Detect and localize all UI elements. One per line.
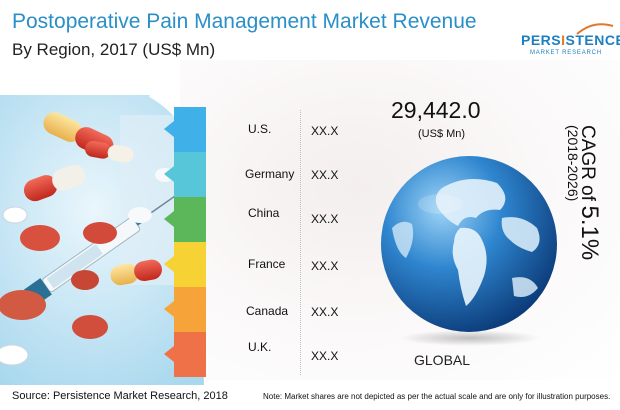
persistence-logo: PERSISTENCE MARKET RESEARCH <box>521 23 620 66</box>
region-value-france: XX.X <box>311 259 339 273</box>
divider-dotted <box>300 110 301 375</box>
segment-germany <box>164 152 206 197</box>
logo-word-highlight: I <box>561 32 566 48</box>
note-text: Note: Market shares are not depicted as … <box>263 392 611 401</box>
region-value-china: XX.X <box>311 212 339 226</box>
pointer-tick <box>164 301 174 317</box>
region-label-us: U.S. <box>248 122 272 136</box>
region-value-germany: XX.X <box>311 168 339 182</box>
region-value-canada: XX.X <box>311 305 339 319</box>
logo-tagline: MARKET RESEARCH <box>530 50 602 56</box>
globe-icon <box>381 156 557 346</box>
logo-word-part: STENCE <box>565 32 620 48</box>
segment-france <box>164 242 206 287</box>
pointer-tick <box>164 211 174 227</box>
logo-word-part: PERS <box>521 32 562 48</box>
region-label-uk: U.K. <box>248 340 272 354</box>
segment-us <box>164 107 206 152</box>
global-label: GLOBAL <box>414 352 471 368</box>
region-label-france: France <box>248 257 286 271</box>
pointer-tick <box>164 166 174 182</box>
cagr-value: 5.1% <box>576 205 603 261</box>
global-unit: (US$ Mn) <box>418 128 466 140</box>
segment-china <box>164 197 206 242</box>
region-value-us: XX.X <box>311 124 339 138</box>
global-total: 29,442.0 <box>391 97 481 123</box>
segment-uk <box>164 332 206 377</box>
logo-swirl-icon <box>576 23 614 35</box>
region-color-strip <box>164 107 206 377</box>
pointer-tick <box>164 346 174 362</box>
logo-wordmark: PERSISTENCE <box>521 32 620 48</box>
pointer-tick <box>164 256 174 272</box>
region-value-uk: XX.X <box>311 349 339 363</box>
source-text: Source: Persistence Market Research, 201… <box>12 390 228 402</box>
page-title: Postoperative Pain Management Market Rev… <box>12 10 477 33</box>
cagr-block: CAGR of 5.1% (2018-2026) <box>565 125 615 285</box>
segment-canada <box>164 287 206 332</box>
region-label-canada: Canada <box>246 304 289 318</box>
cagr-period: (2018-2026) <box>565 125 581 202</box>
region-label-germany: Germany <box>245 167 295 181</box>
page-subtitle: By Region, 2017 (US$ Mn) <box>12 40 216 59</box>
region-label-china: China <box>248 206 280 220</box>
pointer-tick <box>164 121 174 137</box>
